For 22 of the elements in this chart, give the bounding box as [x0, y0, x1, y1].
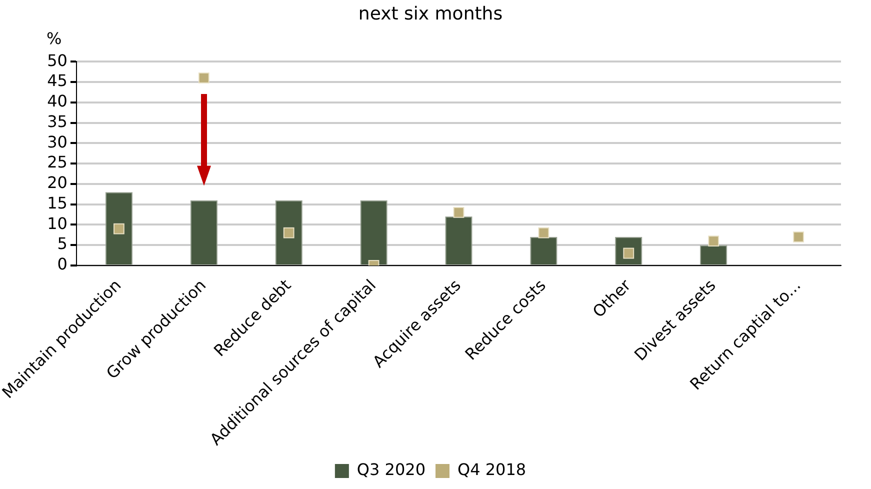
y-tick-label: 25 [47, 152, 68, 172]
y-tick-label: 10 [47, 214, 68, 233]
y-tick-label: 20 [47, 173, 68, 192]
y-tick-label: 45 [47, 71, 68, 90]
point [538, 227, 550, 238]
point [793, 231, 804, 242]
y-tick-label: 35 [47, 112, 68, 131]
legend-label: Q3 2020 [356, 460, 426, 480]
point [198, 72, 210, 84]
point [453, 207, 464, 218]
y-tick-label: 5 [57, 234, 68, 254]
point [113, 223, 124, 234]
y-tick-label: 0 [57, 254, 68, 274]
point [708, 236, 720, 246]
y-tick-label: 30 [47, 132, 68, 152]
point [283, 227, 294, 238]
y-axis-title: % [46, 28, 62, 48]
y-tick-label: 40 [47, 92, 68, 111]
legend-label: Q4 2018 [458, 460, 526, 480]
chart-title: next six months [358, 3, 503, 24]
y-tick-label: 15 [47, 193, 68, 212]
y-tick-label: 50 [47, 50, 68, 70]
